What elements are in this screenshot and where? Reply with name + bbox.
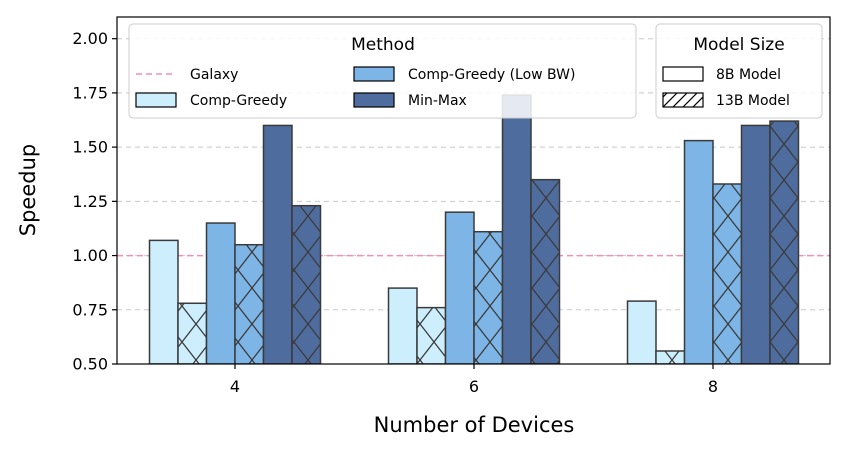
- bar-group: [655, 350, 686, 364]
- y-tick-label: 1.75: [72, 83, 108, 102]
- y-tick-label: 0.75: [72, 300, 108, 319]
- bar: [205, 222, 236, 364]
- legend-8b-swatch: [662, 66, 704, 82]
- bar-group: [387, 287, 418, 364]
- legend-13b-label: 13B Model: [716, 93, 790, 109]
- bar-group: [444, 211, 475, 364]
- legend-method: Method Galaxy Comp-Greedy Comp-Greedy (L…: [128, 23, 637, 119]
- bar-group: [291, 204, 322, 364]
- legend-13b-swatch: [662, 92, 704, 108]
- legend-method-title: Method: [351, 35, 415, 55]
- legend-comp-greedy-swatch: [135, 92, 177, 108]
- legend-galaxy-label: Galaxy: [190, 67, 238, 83]
- bar: [683, 139, 714, 364]
- y-tick-label: 0.50: [72, 355, 108, 374]
- bar-group: [205, 222, 236, 364]
- legend-comp-greedy-label: Comp-Greedy: [190, 93, 287, 109]
- bar-group: [148, 239, 179, 364]
- bar-group: [177, 302, 208, 364]
- y-tick-label: 1.50: [72, 138, 108, 157]
- bar: [387, 287, 418, 364]
- y-tick-label: 1.00: [72, 246, 108, 265]
- bar: [501, 94, 532, 364]
- x-tick-label: 4: [230, 377, 240, 396]
- bar-group: [530, 178, 561, 364]
- y-axis: 0.50 0.75 1.00 1.25 1.50 1.75 2.00: [72, 29, 117, 374]
- bar-hatch: [178, 303, 207, 364]
- y-axis-title: Speedup: [16, 144, 40, 236]
- bar-group: [262, 124, 293, 364]
- x-tick-label: 8: [708, 377, 718, 396]
- bar-group: [769, 120, 800, 364]
- bar: [740, 124, 771, 364]
- x-tick-label: 6: [469, 377, 479, 396]
- bar-group: [740, 124, 771, 364]
- bar-group: [626, 300, 657, 364]
- bar-group: [473, 230, 504, 364]
- bar-hatch: [417, 307, 446, 364]
- y-tick-label: 1.25: [72, 192, 108, 211]
- bar-hatch: [235, 244, 264, 364]
- bar: [262, 124, 293, 364]
- legend-model-size: Model Size 8B Model 13B Model: [655, 23, 823, 119]
- bar-group: [501, 94, 532, 364]
- bar-group: [234, 243, 265, 364]
- legend-comp-greedy-low-bw-swatch: [353, 66, 395, 82]
- bar-hatch: [656, 350, 685, 364]
- legend-model-title: Model Size: [693, 35, 784, 55]
- bar: [626, 300, 657, 364]
- bar: [148, 239, 179, 364]
- x-axis-title: Number of Devices: [374, 413, 575, 437]
- bars: [148, 94, 800, 364]
- bar-group: [683, 139, 714, 364]
- legend-min-max-swatch: [353, 92, 395, 108]
- bar-hatch: [531, 179, 560, 364]
- bar: [444, 211, 475, 364]
- legend-8b-label: 8B Model: [716, 67, 781, 83]
- bar-hatch: [713, 183, 742, 364]
- bar-hatch: [770, 121, 799, 364]
- y-tick-label: 2.00: [72, 29, 108, 48]
- legend-comp-greedy-low-bw-label: Comp-Greedy (Low BW): [408, 67, 575, 83]
- legend-min-max-label: Min-Max: [408, 93, 467, 109]
- bar-hatch: [474, 231, 503, 364]
- bar-group: [416, 306, 447, 364]
- bar-group: [712, 183, 743, 364]
- bar-hatch: [292, 205, 321, 364]
- x-axis: 4 6 8: [230, 364, 718, 396]
